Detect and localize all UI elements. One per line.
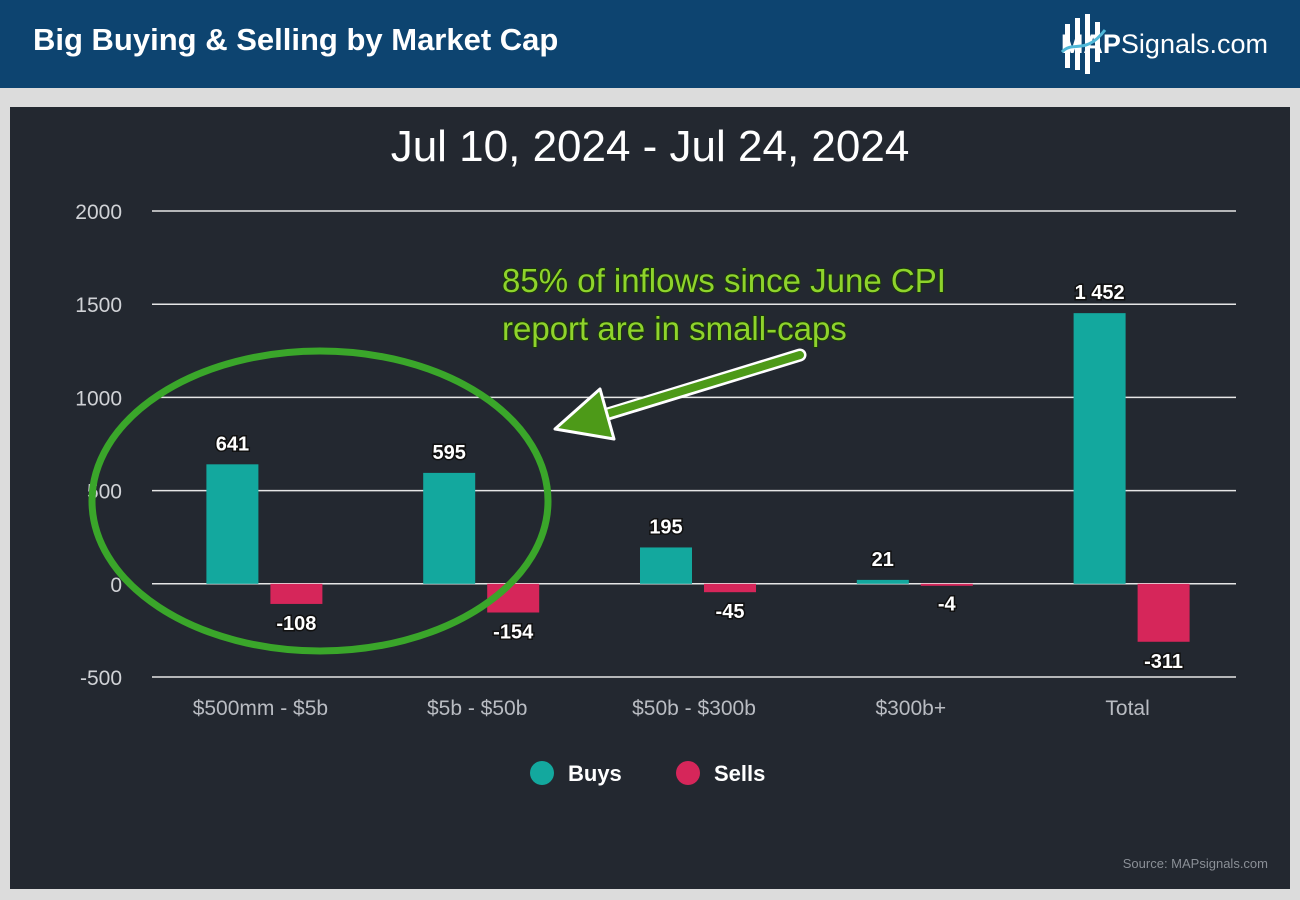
- buys-bar: [640, 547, 692, 584]
- x-tick-label: $300b+: [875, 697, 946, 720]
- y-tick-label: 0: [110, 574, 122, 597]
- chart-panel: Jul 10, 2024 - Jul 24, 2024 2000 1500 1000 5…: [10, 107, 1290, 889]
- legend-swatch-icon: [530, 761, 554, 785]
- annotation-arrowhead-icon: [553, 387, 616, 441]
- y-tick-label: 1000: [75, 387, 122, 410]
- data-label: 595: [433, 442, 466, 464]
- annotation-arrow: [596, 351, 804, 420]
- data-label: 21: [872, 549, 894, 571]
- data-label: -311: [1144, 651, 1183, 673]
- legend-label: Sells: [714, 761, 765, 786]
- legend-label: Buys: [568, 761, 622, 786]
- buys-bar: [856, 579, 909, 584]
- brand-rest-text: Signals.com: [1120, 28, 1268, 59]
- sells-bar: [920, 583, 973, 586]
- buys-bar: [423, 472, 476, 584]
- data-label: 641: [216, 433, 249, 455]
- data-label: -108: [276, 613, 316, 635]
- y-tick-label: 2000: [75, 201, 122, 224]
- chart-title: Jul 10, 2024 - Jul 24, 2024: [391, 122, 910, 171]
- x-tick-label: Total: [1105, 697, 1149, 720]
- bar-chart: Jul 10, 2024 - Jul 24, 2024 2000 1500 1000 5…: [75, 122, 1236, 786]
- buys-bar: [1073, 313, 1126, 584]
- annotation-text-line2: report are in small-caps: [502, 310, 847, 347]
- x-tick-label: $500mm - $5b: [193, 697, 328, 720]
- data-label: 1 452: [1075, 282, 1125, 304]
- page-title: Big Buying & Selling by Market Cap: [33, 22, 559, 57]
- highlight-ellipse: [88, 347, 552, 655]
- buys-bar: [206, 464, 259, 584]
- data-label: -4: [938, 594, 957, 616]
- mapsignals-logo-icon: [1060, 14, 1107, 74]
- data-label: -154: [493, 622, 534, 644]
- header-bar: Big Buying & Selling by Market Cap MAPSi…: [0, 0, 1300, 88]
- sells-bar: [1137, 583, 1190, 642]
- legend-swatch-icon: [676, 761, 700, 785]
- x-tick-label: $50b - $300b: [632, 697, 756, 720]
- x-tick-label: $5b - $50b: [427, 697, 527, 720]
- data-label: 195: [649, 516, 682, 538]
- sells-bar: [704, 583, 756, 593]
- brand-logo[interactable]: MAPSignals.com: [1060, 12, 1268, 76]
- data-label: -45: [716, 601, 745, 623]
- sells-bar: [270, 583, 323, 604]
- y-tick-label: 1500: [75, 294, 122, 317]
- source-note: Source: MAPsignals.com: [1122, 856, 1268, 871]
- annotation-text-line1: 85% of inflows since June CPI: [502, 262, 946, 299]
- y-tick-label: -500: [80, 667, 122, 690]
